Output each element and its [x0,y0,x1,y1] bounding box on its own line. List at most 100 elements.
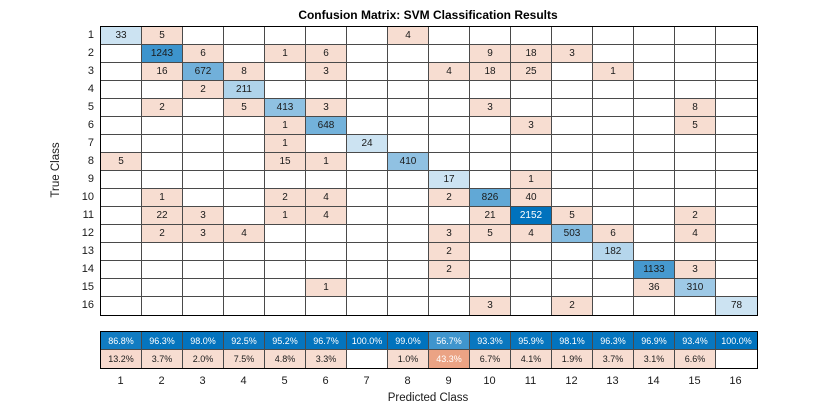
matrix-cell [388,99,429,117]
matrix-cell [593,117,634,135]
matrix-cell: 9 [470,45,511,63]
matrix-cell [347,27,388,45]
summary-cell-correct: 56.7% [429,332,470,350]
matrix-cell [347,99,388,117]
matrix-cell [142,297,183,315]
matrix-cell [634,45,675,63]
matrix-cell [511,27,552,45]
matrix-cell [101,99,142,117]
matrix-cell [306,297,347,315]
summary-cell-incorrect: 4.8% [265,350,306,368]
matrix-cell [265,243,306,261]
matrix-cell: 78 [716,297,757,315]
matrix-cell: 4 [675,225,716,243]
matrix-cell [101,117,142,135]
y-axis-label: True Class [50,142,62,198]
matrix-cell [511,99,552,117]
matrix-cell [306,243,347,261]
matrix-cell [675,27,716,45]
matrix-cell [388,171,429,189]
matrix-cell [634,117,675,135]
matrix-cell [511,135,552,153]
matrix-cell: 4 [511,225,552,243]
matrix-cell [634,225,675,243]
matrix-cell [552,135,593,153]
y-tick-label: 5 [87,101,94,113]
summary-cell-incorrect: 1.0% [388,350,429,368]
matrix-cell [265,279,306,297]
matrix-cell [183,297,224,315]
matrix-cell [429,117,470,135]
matrix-cell [101,135,142,153]
matrix-cell [593,45,634,63]
matrix-cell [347,63,388,81]
matrix-cell [183,153,224,171]
matrix-cell [511,261,552,279]
matrix-cell [265,63,306,81]
matrix-cell [347,189,388,207]
summary-cell-correct: 98.0% [183,332,224,350]
matrix-cell [183,261,224,279]
matrix-cell: 4 [429,63,470,81]
matrix-cell [552,63,593,81]
matrix-cell [634,189,675,207]
matrix-cell [101,279,142,297]
matrix-cell [429,153,470,171]
matrix-cell [306,225,347,243]
matrix-cell [306,135,347,153]
matrix-cell [388,81,429,99]
matrix-cell: 2152 [511,207,552,225]
matrix-cell [306,81,347,99]
x-tick-label: 2 [158,375,165,387]
matrix-cell: 4 [224,225,265,243]
matrix-cell [347,45,388,63]
matrix-cell: 3 [429,225,470,243]
matrix-cell [552,27,593,45]
matrix-cell [552,261,593,279]
summary-cell-correct: 98.1% [552,332,593,350]
matrix-cell: 3 [183,225,224,243]
matrix-cell [552,171,593,189]
summary-cell-incorrect: 4.1% [511,350,552,368]
summary-cell-incorrect: 7.5% [224,350,265,368]
matrix-cell [224,117,265,135]
matrix-cell [552,117,593,135]
matrix-cell: 1 [593,63,634,81]
matrix-cell [634,297,675,315]
matrix-cell [101,45,142,63]
matrix-cell: 24 [347,135,388,153]
x-tick-label: 8 [404,375,411,387]
y-tick-label: 14 [81,263,94,275]
matrix-cell: 8 [675,99,716,117]
matrix-cell [593,207,634,225]
matrix-cell [429,81,470,99]
matrix-cell [716,225,757,243]
matrix-cell: 3 [675,261,716,279]
y-tick-label: 2 [87,47,94,59]
matrix-cell [183,189,224,207]
matrix-cell [716,63,757,81]
matrix-cell [552,279,593,297]
matrix-cell [388,225,429,243]
summary-cell-incorrect: 1.9% [552,350,593,368]
summary-cell-incorrect: 43.3% [429,350,470,368]
matrix-cell [265,171,306,189]
matrix-cell [470,117,511,135]
matrix-cell [224,135,265,153]
matrix-cell [224,297,265,315]
matrix-cell [101,243,142,261]
matrix-cell [101,81,142,99]
matrix-cell: 3 [306,99,347,117]
matrix-cell [142,135,183,153]
matrix-cell [265,27,306,45]
matrix-cell [675,297,716,315]
y-tick-label: 10 [81,191,94,203]
matrix-cell: 2 [142,99,183,117]
matrix-cell [511,279,552,297]
matrix-cell [101,261,142,279]
matrix-cell: 1 [265,207,306,225]
matrix-cell [265,225,306,243]
matrix-cell [634,171,675,189]
summary-cell-incorrect: 3.3% [306,350,347,368]
